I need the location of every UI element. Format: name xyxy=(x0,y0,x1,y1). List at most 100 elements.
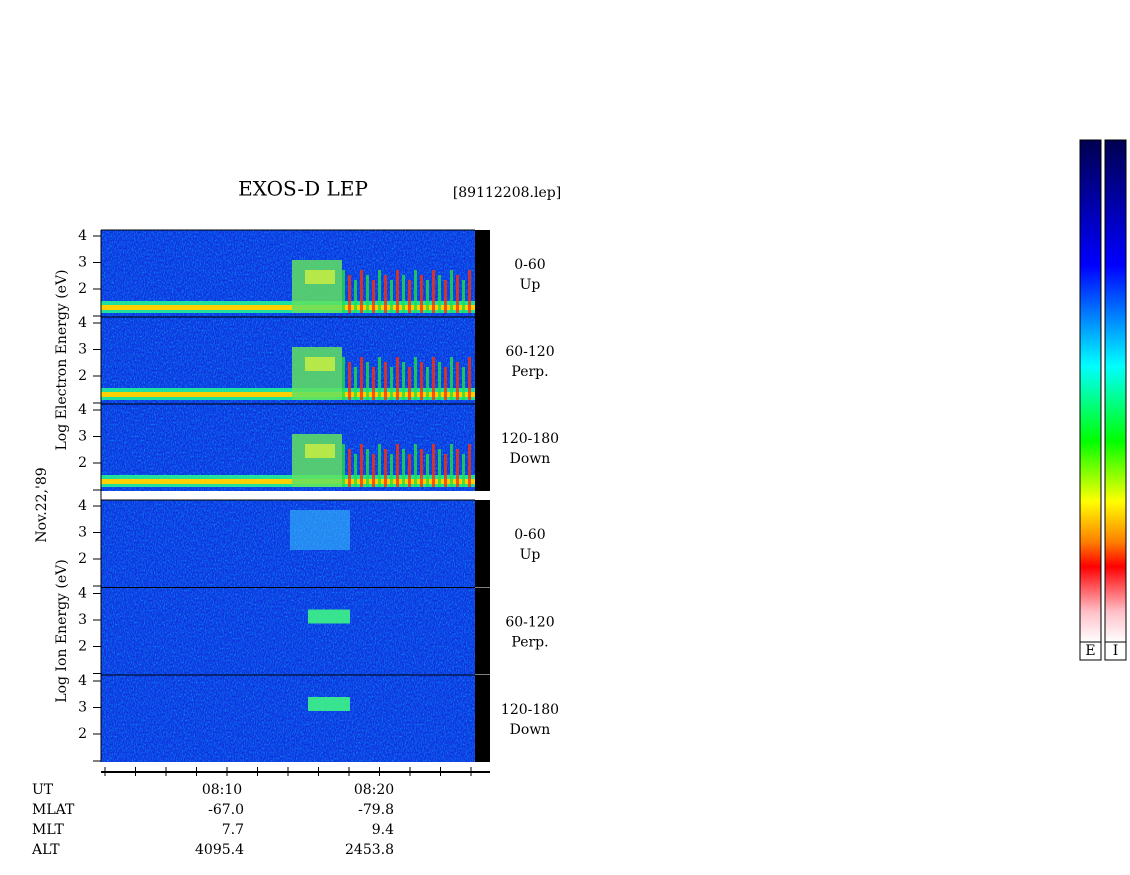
energy-tick-label: 2 xyxy=(78,726,87,742)
burst-stripe xyxy=(414,357,417,400)
time-tick-label: 08:20 xyxy=(354,782,394,798)
burst-stripe xyxy=(462,367,465,400)
colorbar xyxy=(1104,139,1127,643)
energy-tick-label: 4 xyxy=(78,498,87,514)
channel-range: 0-60 xyxy=(514,527,545,543)
channel-range: 60-120 xyxy=(505,344,554,360)
spectrogram-noise xyxy=(101,675,475,762)
burst-stripe xyxy=(420,275,423,313)
spectrogram-noise xyxy=(101,587,475,675)
electron-axis-label: Log Electron Energy (eV) xyxy=(54,269,70,450)
burst-stripe xyxy=(426,280,429,313)
burst-stripe xyxy=(348,449,351,487)
burst-stripe xyxy=(372,454,375,487)
burst-stripe xyxy=(438,275,441,313)
energy-tick-label: 4 xyxy=(78,402,87,418)
energy-tick-label: 2 xyxy=(78,281,87,297)
channel-direction: Perp. xyxy=(511,364,548,380)
burst-stripe xyxy=(378,357,381,400)
burst-core xyxy=(305,270,335,284)
burst-stripe xyxy=(384,362,387,400)
time-tick-label: 08:10 xyxy=(202,782,242,798)
burst-stripe xyxy=(402,275,405,313)
burst xyxy=(292,260,342,313)
colorbar xyxy=(1079,139,1102,643)
energy-tick-label: 3 xyxy=(78,525,87,541)
energy-tick-label: 3 xyxy=(78,255,87,271)
energy-tick-label: 3 xyxy=(78,612,87,628)
orbit-row-name: ALT xyxy=(31,842,60,858)
burst-stripe xyxy=(450,357,453,400)
burst-stripe xyxy=(462,280,465,313)
burst-stripe xyxy=(414,270,417,313)
colorbar-label: I xyxy=(1113,643,1119,659)
burst-stripe xyxy=(402,362,405,400)
burst-stripe xyxy=(378,444,381,487)
energy-tick-label: 2 xyxy=(78,639,87,655)
title: EXOS-D LEP xyxy=(238,177,368,201)
colorbar-label-box xyxy=(1079,641,1102,661)
energy-tick-label: 2 xyxy=(78,455,87,471)
burst-stripe xyxy=(408,367,411,400)
colorbar-label: E xyxy=(1085,643,1095,659)
burst-stripe xyxy=(372,367,375,400)
burst-stripe xyxy=(450,444,453,487)
burst-stripe xyxy=(444,454,447,487)
low-energy-core xyxy=(101,392,475,397)
burst-stripe xyxy=(354,367,357,400)
orbit-row-name: MLAT xyxy=(32,802,75,818)
burst-stripe xyxy=(390,280,393,313)
channel-range: 120-180 xyxy=(501,702,559,718)
burst-stripe xyxy=(438,362,441,400)
energy-tick-label: 4 xyxy=(78,586,87,602)
burst-stripe xyxy=(444,280,447,313)
burst-stripe xyxy=(414,444,417,487)
ion-axis-label: Log Ion Energy (eV) xyxy=(54,559,70,702)
channel-range: 120-180 xyxy=(501,431,559,447)
burst-stripe xyxy=(408,280,411,313)
burst-stripe xyxy=(366,449,369,487)
burst xyxy=(292,434,342,487)
burst-stripe xyxy=(372,280,375,313)
burst-stripe xyxy=(432,444,435,487)
burst-stripe xyxy=(456,449,459,487)
data-gap xyxy=(475,675,490,762)
burst-stripe xyxy=(342,444,345,487)
orbit-value: 2453.8 xyxy=(345,842,394,858)
burst-stripe xyxy=(396,357,399,400)
channel-direction: Down xyxy=(510,722,551,738)
burst-stripe xyxy=(426,367,429,400)
data-gap xyxy=(475,587,490,675)
burst-stripe xyxy=(462,454,465,487)
energy-tick-label: 3 xyxy=(78,429,87,445)
orbit-row-name: MLT xyxy=(32,822,64,838)
burst-stripe xyxy=(396,270,399,313)
burst-stripe xyxy=(360,270,363,313)
channel-direction: Up xyxy=(520,277,541,293)
burst-stripe xyxy=(384,275,387,313)
channel-range: 60-120 xyxy=(505,615,554,631)
burst-stripe xyxy=(432,270,435,313)
energy-tick-label: 3 xyxy=(78,342,87,358)
burst-stripe xyxy=(384,449,387,487)
data-gap xyxy=(475,500,490,587)
burst-stripe xyxy=(348,275,351,313)
burst-stripe xyxy=(390,454,393,487)
energy-tick-label: 3 xyxy=(78,700,87,716)
burst-stripe xyxy=(456,362,459,400)
burst-stripe xyxy=(468,270,471,313)
diffuse xyxy=(290,510,350,550)
burst-core xyxy=(305,444,335,458)
orbit-value: 7.7 xyxy=(222,822,244,838)
burst-stripe xyxy=(348,362,351,400)
burst-stripe xyxy=(366,275,369,313)
orbit-value: -79.8 xyxy=(358,802,394,818)
burst-stripe xyxy=(342,357,345,400)
burst-stripe xyxy=(408,454,411,487)
channel-direction: Down xyxy=(510,451,551,467)
burst-stripe xyxy=(456,275,459,313)
burst-stripe xyxy=(468,357,471,400)
data-gap xyxy=(475,317,490,404)
low-energy-core xyxy=(101,305,475,310)
